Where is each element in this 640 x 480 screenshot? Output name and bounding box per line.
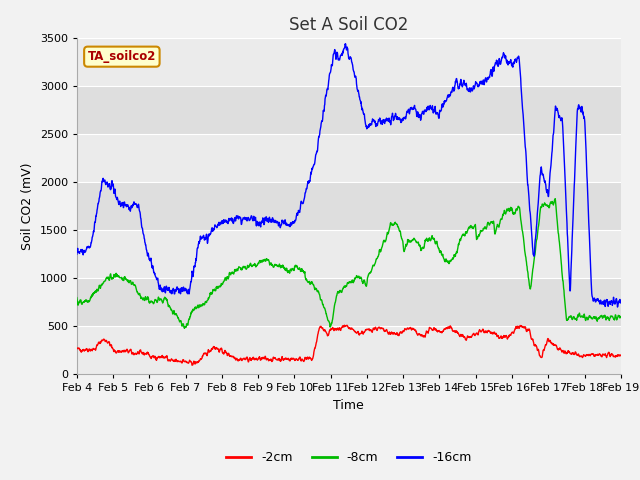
Y-axis label: Soil CO2 (mV): Soil CO2 (mV) <box>21 163 34 250</box>
Text: TA_soilco2: TA_soilco2 <box>88 50 156 63</box>
Legend: -2cm, -8cm, -16cm: -2cm, -8cm, -16cm <box>221 446 476 469</box>
Bar <box>77 38 621 86</box>
Bar <box>77 230 621 278</box>
Bar <box>77 182 621 230</box>
Bar <box>77 86 621 134</box>
Bar <box>77 278 621 326</box>
Title: Set A Soil CO2: Set A Soil CO2 <box>289 16 408 34</box>
Bar <box>77 134 621 182</box>
X-axis label: Time: Time <box>333 399 364 412</box>
Bar <box>77 326 621 374</box>
